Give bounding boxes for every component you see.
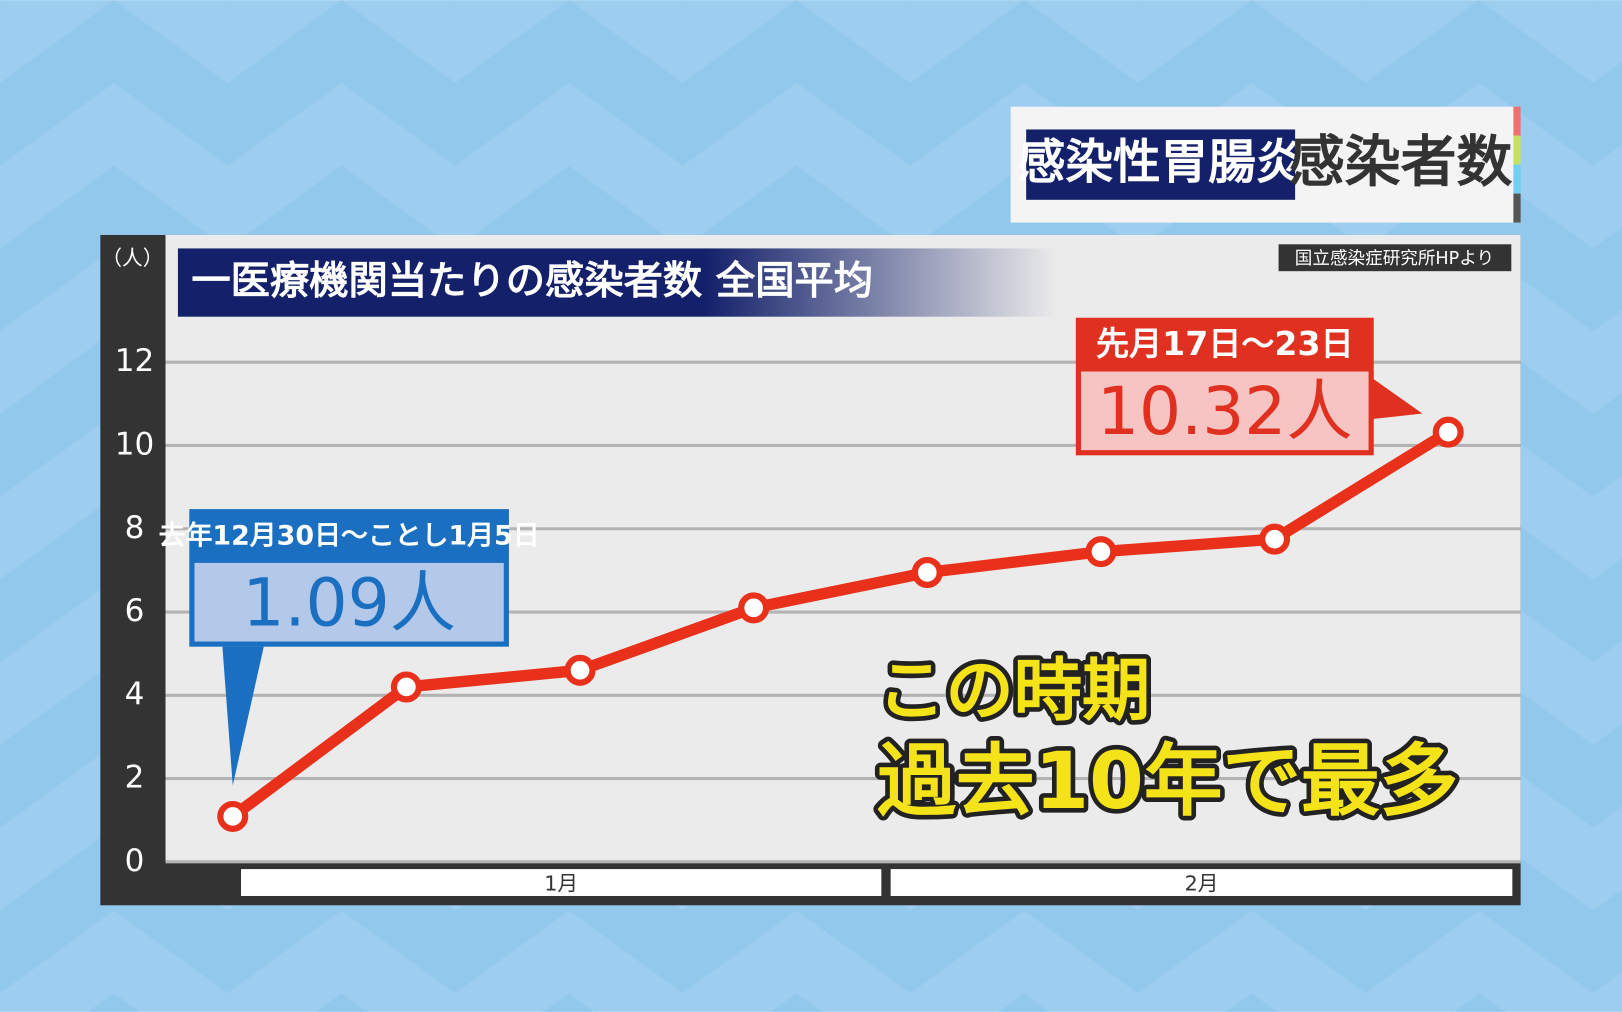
header-tag-box — [1026, 129, 1296, 200]
y-tick-label: 4 — [125, 676, 145, 712]
header-stripe — [1513, 106, 1521, 136]
callout-value-box — [1080, 371, 1369, 451]
header-stripe — [1513, 135, 1521, 165]
y-tick-label: 0 — [125, 843, 145, 879]
callout-date: 先月17日～23日 — [1096, 324, 1354, 363]
y-tick-label: 6 — [125, 593, 145, 629]
data-point — [217, 800, 249, 832]
callout-date: 去年12月30日～ことし1月5日 — [159, 520, 540, 552]
chart: 0 2 4 6 8 10 12 1月 2月 去年12月30日～ことし1月5日 1.09人 先月17日～… — [115, 317, 1521, 896]
chart-title-box — [177, 248, 1058, 317]
y-tick-label: 2 — [125, 760, 145, 796]
callout-pointer — [222, 646, 264, 786]
data-point — [390, 671, 422, 703]
data-point — [911, 556, 943, 588]
data-point — [564, 654, 596, 686]
x-month-label: 2月 — [1185, 872, 1219, 896]
chart-title: 一医療機関当たりの感染者数 全国平均 — [191, 258, 873, 304]
y-tick-label: 10 — [115, 426, 154, 462]
callout-pointer — [1371, 377, 1423, 420]
y-tick-label: 12 — [115, 343, 154, 379]
data-point — [738, 592, 770, 624]
data-label: 10.32人 — [1097, 373, 1353, 450]
month-band — [241, 869, 882, 896]
header-stripe — [1513, 164, 1521, 194]
source: 国立感染症研究所HPより — [1295, 249, 1494, 269]
data-line — [229, 427, 1452, 822]
x-month-label: 1月 — [544, 872, 578, 896]
header-tag: 感染性胃腸炎 — [1018, 136, 1304, 191]
y-tick-label: 8 — [125, 510, 145, 546]
data-point — [1432, 416, 1464, 448]
header-title: 感染者数 — [1289, 130, 1513, 195]
callout-value-box — [194, 562, 504, 642]
month-band — [890, 869, 1513, 896]
data-point — [1259, 523, 1291, 555]
annotation: 過去10年で最多 — [877, 735, 1458, 827]
header-stripe — [1513, 193, 1521, 223]
data-label: 1.09人 — [242, 564, 456, 641]
annotation: この時期 — [877, 652, 1150, 731]
y-unit: （人） — [101, 246, 163, 270]
source-box — [1278, 244, 1512, 272]
data-point — [1085, 536, 1117, 568]
